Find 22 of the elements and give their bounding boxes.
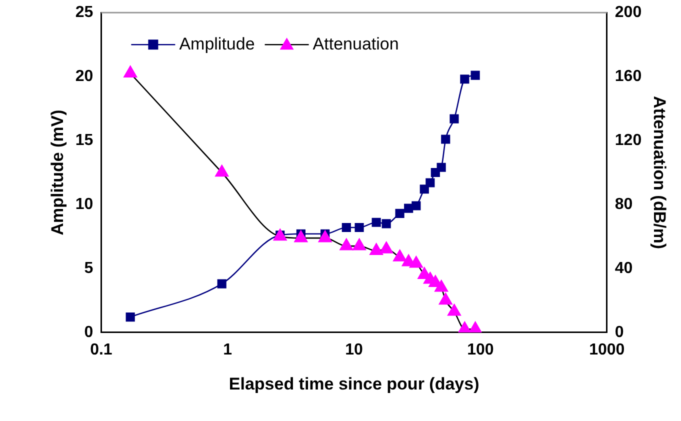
x-tick-label: 100 (467, 341, 494, 358)
y-tick-label: 10 (75, 196, 94, 213)
y-tick-label: 0 (84, 324, 94, 341)
y-tick-label: 20 (75, 68, 94, 85)
y-tick-label: 15 (75, 132, 94, 149)
legend-label: Attenuation (312, 34, 399, 54)
x-tick-label: 1000 (589, 341, 625, 358)
y2-tick-label: 40 (614, 260, 633, 277)
x-tick-label: 0.1 (90, 341, 112, 358)
y2-tick-label: 0 (614, 324, 624, 341)
legend-label: Amplitude (179, 34, 255, 54)
x-axis-title: Elapsed time since pour (days) (228, 374, 480, 394)
y2-tick-label: 200 (614, 4, 642, 22)
y-tick-label: 25 (75, 4, 94, 22)
y2-axis-title: Attenuation (dB/m) (650, 96, 670, 249)
y-axis-title: Amplitude (mV) (48, 110, 67, 236)
x-tick-label: 1 (223, 341, 232, 358)
y2-tick-label: 120 (614, 132, 642, 149)
x-tick-label: 10 (345, 341, 364, 358)
y2-tick-label: 80 (614, 196, 633, 213)
y-tick-label: 5 (84, 260, 94, 277)
y2-tick-label: 160 (614, 68, 642, 85)
